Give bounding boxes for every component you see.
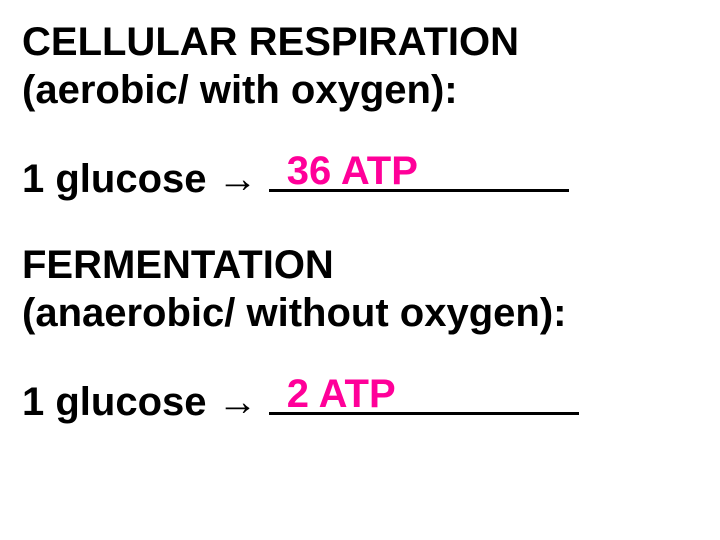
section-fermentation: FERMENTATION (anaerobic/ without oxygen)…: [22, 241, 698, 337]
fill-blank: 36 ATP: [269, 152, 569, 203]
equation-cellular-respiration: 1 glucose → 36 ATP: [22, 152, 698, 203]
fill-blank: 2 ATP: [269, 375, 579, 426]
arrow-icon: →: [218, 155, 258, 203]
equation-prefix: 1 glucose: [22, 157, 218, 201]
heading-line: CELLULAR RESPIRATION: [22, 18, 698, 66]
answer-text: 36 ATP: [269, 147, 569, 195]
equation-fermentation: 1 glucose → 2 ATP: [22, 375, 698, 426]
heading-line: (aerobic/ with oxygen):: [22, 66, 698, 114]
arrow-icon: →: [218, 378, 258, 426]
equation-line: 1 glucose → 2 ATP: [22, 375, 698, 426]
heading-line: (anaerobic/ without oxygen):: [22, 289, 698, 337]
equation-prefix: 1 glucose: [22, 380, 218, 424]
section-cellular-respiration: CELLULAR RESPIRATION (aerobic/ with oxyg…: [22, 18, 698, 114]
heading-line: FERMENTATION: [22, 241, 698, 289]
slide: CELLULAR RESPIRATION (aerobic/ with oxyg…: [0, 0, 720, 540]
answer-text: 2 ATP: [269, 370, 579, 418]
equation-line: 1 glucose → 36 ATP: [22, 152, 698, 203]
